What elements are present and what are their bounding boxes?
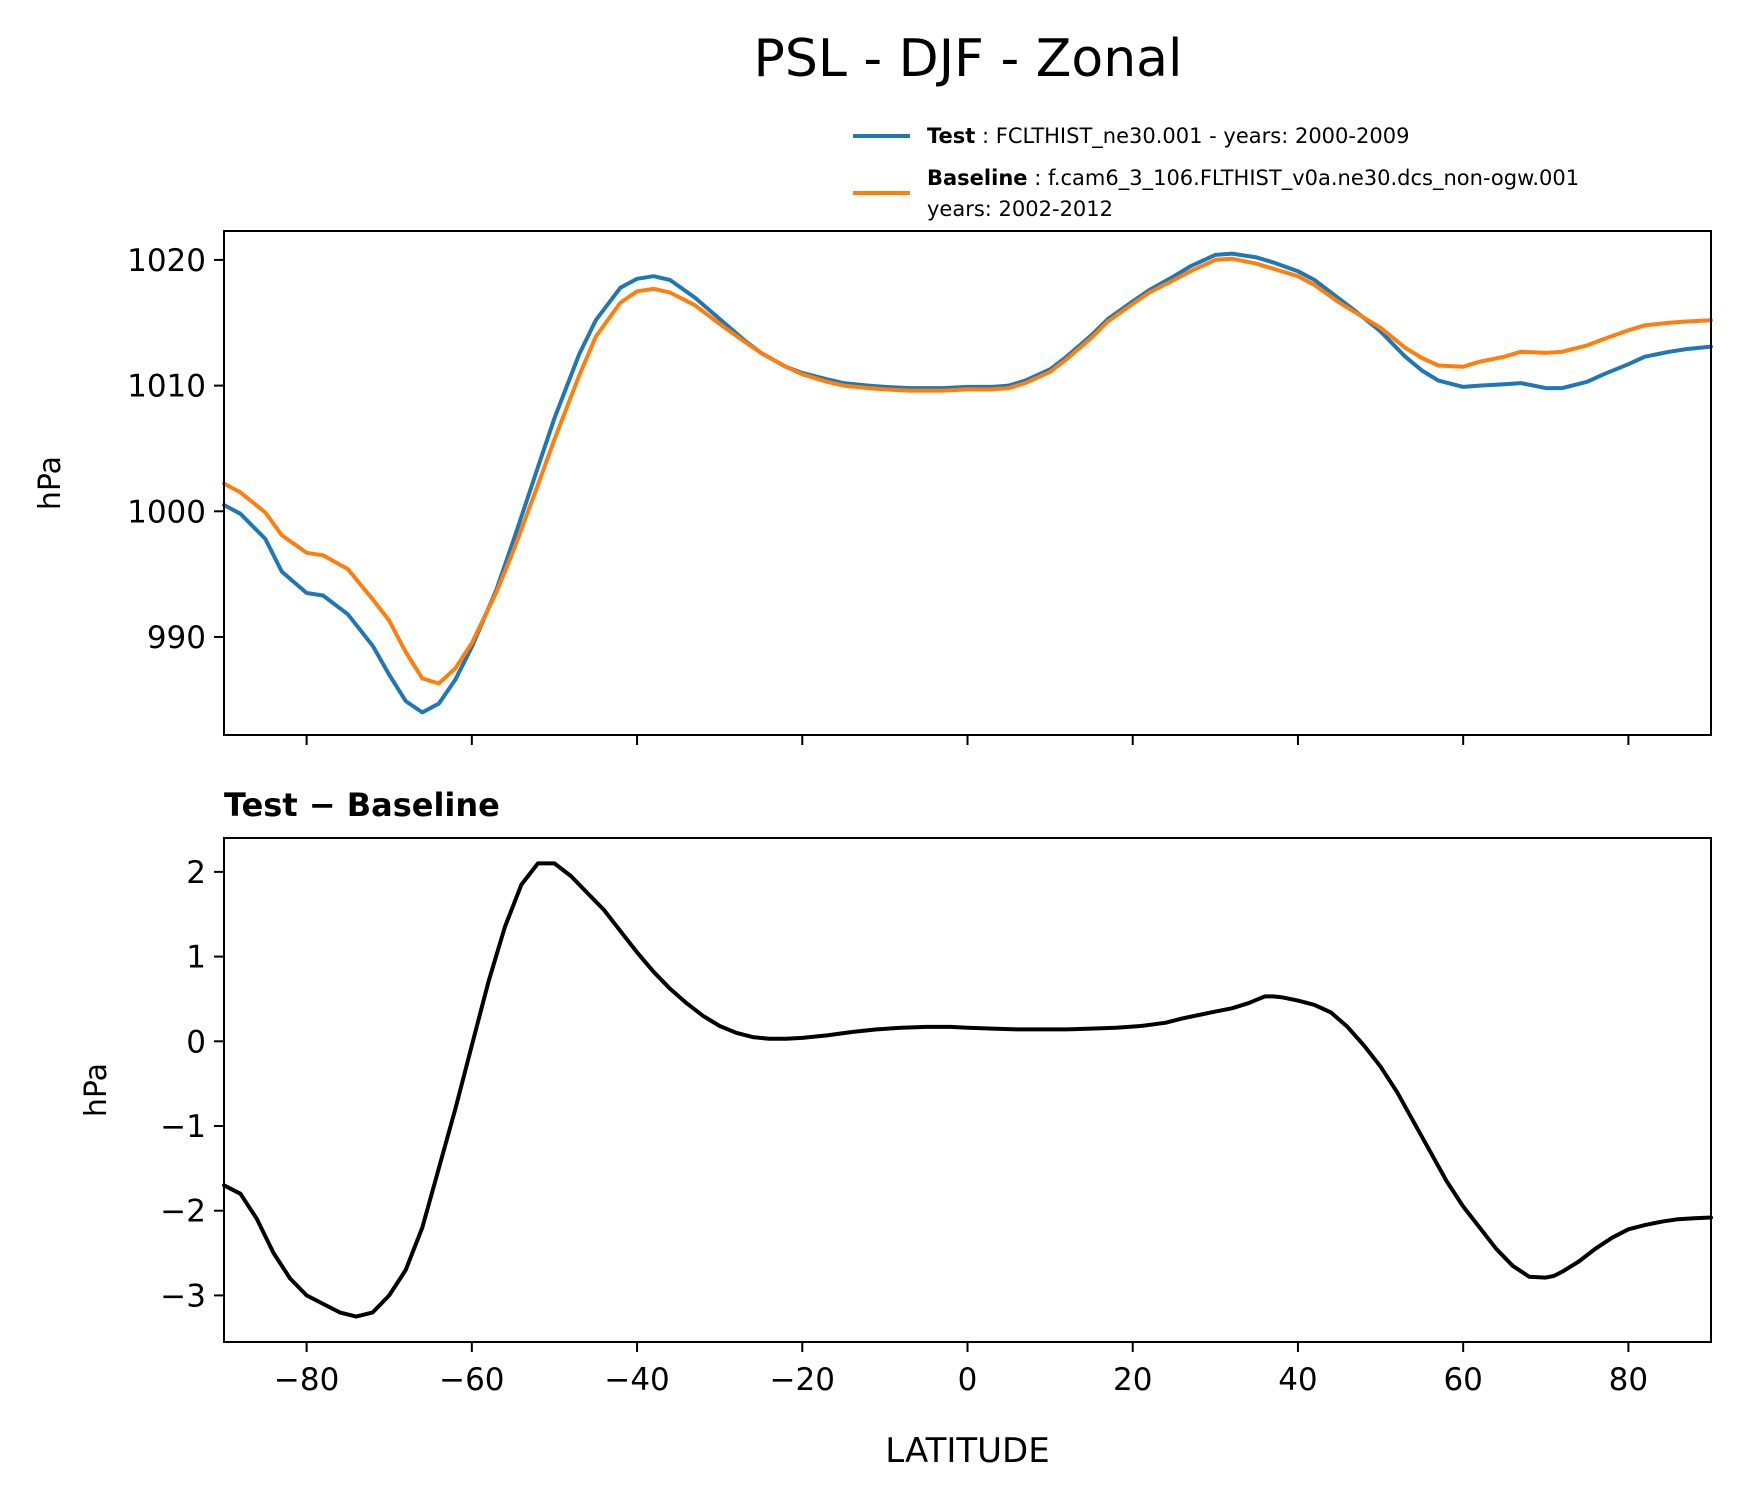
psl-series-test-line <box>222 251 1713 715</box>
legend-test-name: Test <box>927 124 975 148</box>
difference-xtick-label: −40 <box>604 1362 669 1398</box>
difference-xtick-label: 0 <box>958 1362 978 1398</box>
difference-y-axis: −3 −2 −1 0 1 2 <box>160 855 224 1314</box>
legend-baseline-desc-line2: years: 2002-2012 <box>927 197 1113 221</box>
psl-x-axis <box>305 735 1630 745</box>
difference-xtick-label: −20 <box>770 1362 835 1398</box>
psl-zonal-panel: 990 1000 1010 1020 hPa <box>33 230 1713 745</box>
legend: Test : FCLTHIST_ne30.001 - years: 2000-2… <box>853 124 1579 221</box>
legend-baseline-name: Baseline <box>927 166 1028 190</box>
difference-ytick-label: 2 <box>186 855 206 891</box>
legend-test-desc: : FCLTHIST_ne30.001 - years: 2000-2009 <box>982 124 1409 149</box>
difference-x-axis: −80 −60 −40 −20 0 20 40 60 80 <box>274 1342 1648 1398</box>
figure-title: PSL - DJF - Zonal <box>754 29 1183 89</box>
psl-axes-frame <box>223 230 1712 736</box>
difference-panel: Test − Baseline −3 −2 −1 0 1 2 −80 −60 −40 −20 0 2… <box>79 786 1713 1471</box>
difference-ytick-label: −2 <box>160 1194 206 1230</box>
psl-ylabel: hPa <box>33 456 68 510</box>
difference-xtick-label: 20 <box>1113 1362 1152 1398</box>
difference-title: Test − Baseline <box>224 786 500 824</box>
difference-xtick-label: 80 <box>1609 1362 1648 1398</box>
psl-y-axis: 990 1000 1010 1020 <box>127 243 224 656</box>
difference-ytick-label: 1 <box>186 940 206 976</box>
psl-ytick-label: 1000 <box>127 494 206 530</box>
difference-series-test-baseline-line <box>222 861 1713 1319</box>
legend-test-entry: Test : FCLTHIST_ne30.001 - years: 2000-2… <box>927 124 1409 149</box>
psl-series-baseline-line <box>222 256 1713 686</box>
difference-axes-frame <box>223 837 1712 1343</box>
legend-baseline-desc: : f.cam6_3_106.FLTHIST_v0a.ne30.dcs_non-… <box>1034 166 1579 191</box>
difference-ytick-label: −3 <box>160 1278 206 1314</box>
difference-series-group <box>222 861 1713 1319</box>
difference-xtick-label: −60 <box>439 1362 504 1398</box>
psl-ytick-label: 1020 <box>127 243 206 279</box>
difference-ytick-label: 0 <box>186 1024 206 1060</box>
difference-ylabel: hPa <box>79 1063 114 1117</box>
legend-baseline-entry: Baseline : f.cam6_3_106.FLTHIST_v0a.ne30… <box>927 166 1579 191</box>
x-axis-label: LATITUDE <box>885 1431 1049 1471</box>
psl-ytick-label: 1010 <box>127 369 206 405</box>
psl-series-group <box>222 251 1713 715</box>
difference-xtick-label: 40 <box>1278 1362 1317 1398</box>
difference-xtick-label: 60 <box>1443 1362 1482 1398</box>
psl-ytick-label: 990 <box>147 620 206 656</box>
difference-xtick-label: −80 <box>274 1362 339 1398</box>
difference-ytick-label: −1 <box>160 1109 206 1145</box>
